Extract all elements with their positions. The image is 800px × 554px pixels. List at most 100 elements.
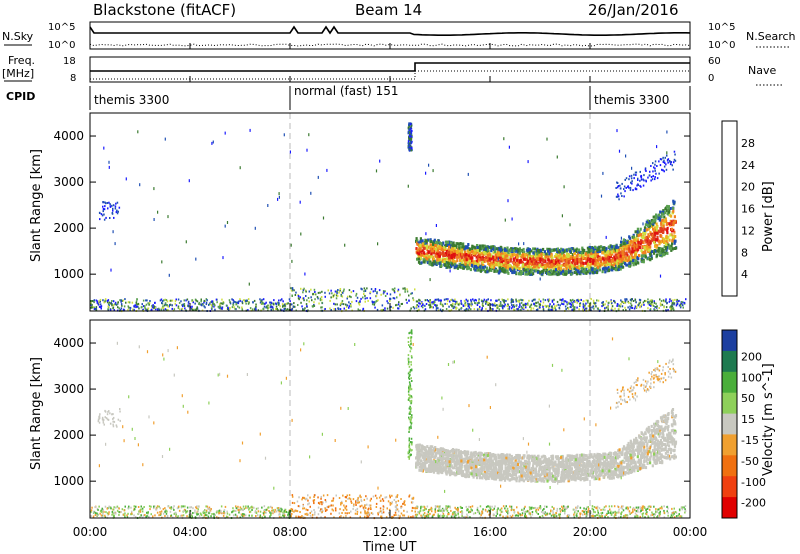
heatmap-cell <box>619 262 622 266</box>
heatmap-cell <box>423 251 426 255</box>
heatmap-cell <box>620 262 623 266</box>
heatmap-cell <box>363 508 365 511</box>
heatmap-cell <box>643 299 646 302</box>
heatmap-cell <box>241 302 244 305</box>
heatmap-cell <box>446 302 448 305</box>
heatmap-cell <box>366 497 368 500</box>
heatmap-cell <box>329 299 331 302</box>
heatmap-cell <box>553 303 555 306</box>
heatmap-cell <box>570 254 573 258</box>
heatmap-cell <box>410 124 413 127</box>
heatmap-cell <box>393 514 395 517</box>
heatmap-cell <box>634 248 637 252</box>
heatmap-cell <box>438 246 441 250</box>
heatmap-cell <box>393 290 396 293</box>
heatmap-cell <box>642 260 645 264</box>
heatmap-cell <box>647 239 650 243</box>
heatmap-cell <box>278 302 280 304</box>
heatmap-cell <box>304 307 306 310</box>
heatmap-cell <box>565 259 568 263</box>
heatmap-cell <box>585 302 587 305</box>
heatmap-cell <box>257 309 260 312</box>
heatmap-cell <box>653 166 655 169</box>
heatmap-cell <box>454 260 457 264</box>
heatmap-cell <box>662 221 665 225</box>
heatmap-cell <box>663 239 666 243</box>
heatmap-cell <box>436 261 439 265</box>
heatmap-cell <box>629 305 631 308</box>
heatmap-cell <box>463 254 467 258</box>
heatmap-cell <box>478 268 481 272</box>
heatmap-cell <box>467 251 470 255</box>
heatmap-cell <box>500 304 502 307</box>
heatmap-cell <box>458 254 461 258</box>
heatmap-cell <box>641 505 644 508</box>
heatmap-cell <box>401 302 403 305</box>
heatmap-cell <box>388 300 391 303</box>
heatmap-cell <box>515 271 518 275</box>
heatmap-cell <box>660 234 663 238</box>
heatmap-cell <box>420 507 422 510</box>
heatmap-cell <box>549 269 553 273</box>
heatmap-cell <box>509 259 512 263</box>
heatmap-cell <box>662 210 665 214</box>
heatmap-cell <box>395 509 397 512</box>
heatmap-cell <box>655 254 658 257</box>
heatmap-cell <box>650 176 653 178</box>
heatmap-cell <box>589 301 592 304</box>
heatmap-cell <box>571 255 575 258</box>
heatmap-cell <box>491 262 494 266</box>
heatmap-cell <box>203 305 205 308</box>
heatmap-cell <box>306 148 308 152</box>
heatmap-cell <box>526 259 529 263</box>
heatmap-cell <box>448 305 450 308</box>
heatmap-cell <box>348 306 350 309</box>
heatmap-cell <box>605 235 607 239</box>
heatmap-cell <box>507 258 510 262</box>
heatmap-cell <box>624 178 626 181</box>
heatmap-cell <box>435 247 438 251</box>
heatmap-cell <box>432 301 434 304</box>
heatmap-cell <box>156 308 159 311</box>
heatmap-cell <box>186 506 189 509</box>
heatmap-cell <box>652 170 654 173</box>
heatmap-cell <box>628 186 630 189</box>
heatmap-cell <box>644 247 647 251</box>
heatmap-cell <box>363 293 365 295</box>
heatmap-cell <box>571 253 574 257</box>
heatmap-cell <box>665 298 667 301</box>
heatmap-cell <box>318 302 320 305</box>
heatmap-cell <box>612 244 615 248</box>
heatmap-cell <box>356 513 358 515</box>
heatmap-cell <box>634 171 637 174</box>
heatmap-cell <box>625 298 628 301</box>
heatmap-cell <box>539 277 541 281</box>
heatmap-cell <box>110 268 112 272</box>
heatmap-cell <box>312 293 314 296</box>
heatmap-cell <box>404 290 406 293</box>
heatmap-cell <box>90 306 92 309</box>
heatmap-cell <box>429 255 432 259</box>
heatmap-cell <box>607 305 609 308</box>
nsearch-tick-bottom: 10^0 <box>708 40 735 51</box>
heatmap-cell <box>313 304 315 307</box>
heatmap-cell <box>411 140 413 143</box>
heatmap-cell <box>674 159 677 162</box>
heatmap-cell <box>270 305 273 308</box>
heatmap-cell <box>656 177 659 180</box>
heatmap-cell <box>528 260 531 264</box>
heatmap-cell <box>682 304 684 307</box>
heatmap-cell <box>236 301 239 304</box>
heatmap-cell <box>169 299 171 302</box>
heatmap-cell <box>627 258 630 262</box>
heatmap-cell <box>272 308 274 311</box>
heatmap-cell <box>470 259 473 263</box>
heatmap-cell <box>183 303 186 305</box>
heatmap-cell <box>448 245 451 249</box>
heatmap-cell <box>115 211 118 214</box>
heatmap-cell <box>427 515 430 518</box>
heatmap-cell <box>627 255 630 259</box>
heatmap-cell <box>577 269 580 273</box>
heatmap-cell <box>663 165 666 168</box>
heatmap-cell <box>204 306 206 309</box>
